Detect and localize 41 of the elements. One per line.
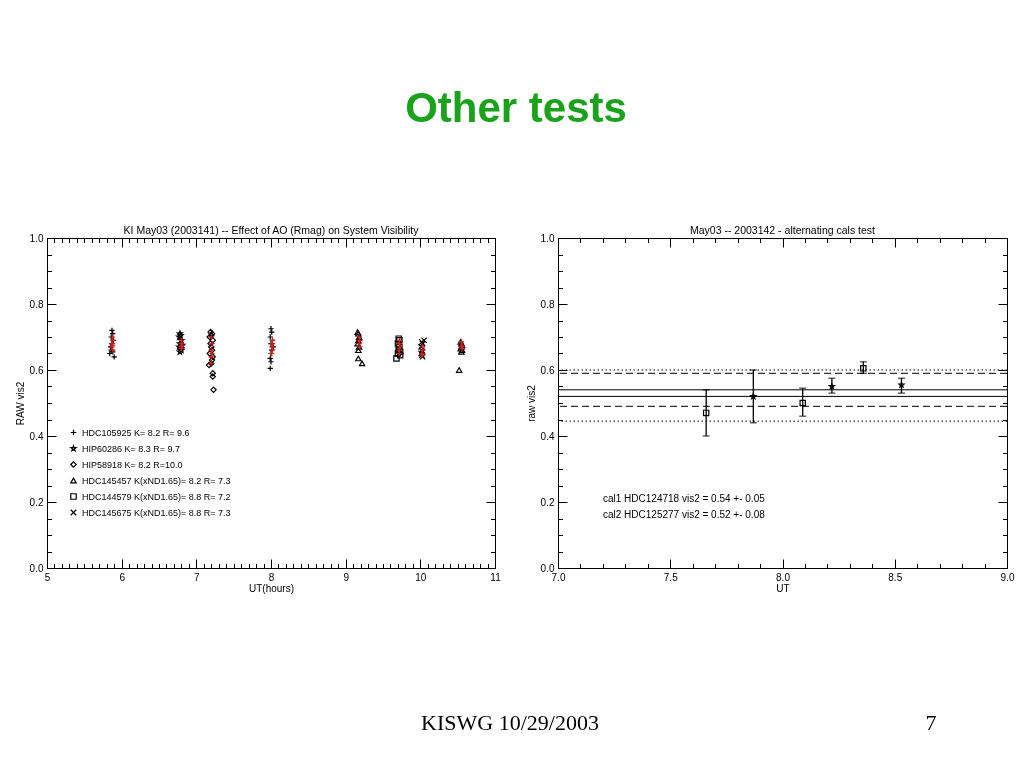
x-tick-label: 8: [268, 571, 275, 583]
y-tick-label: 0.6: [540, 364, 555, 376]
legend-label: HDC144579 K(xND1.65)= 8.8 R= 7.2: [82, 491, 231, 502]
legend-label: HDC105925 K= 8.2 R= 9.6: [82, 427, 190, 438]
y-tick-label: 0.4: [540, 430, 555, 442]
y-tick-label: 1.0: [540, 232, 555, 244]
x-tick-label: 11: [490, 571, 502, 583]
chart-title: KI May03 (2003141) -- Effect of AO (Rmag) on System Visibility: [123, 223, 420, 236]
legend-label: HIP60286 K= 8.3 R= 9.7: [82, 443, 181, 454]
y-tick-label: 0.2: [29, 496, 44, 508]
legend-label: HIP58918 K= 8.2 R=10.0: [82, 459, 183, 470]
y-tick-label: 0.6: [29, 364, 44, 376]
y-tick-label: 0.0: [540, 562, 555, 574]
x-tick-label: 5: [44, 571, 51, 583]
y-tick-label: 1.0: [29, 232, 44, 244]
x-tick-label: 9: [343, 571, 350, 583]
y-axis-title: RAW vis2: [14, 381, 26, 426]
x-tick-label: 7: [194, 571, 201, 583]
x-tick-label: 8.0: [776, 571, 791, 583]
x-axis-title: UT(hours): [248, 583, 295, 594]
y-tick-label: 0.0: [29, 562, 44, 574]
x-tick-label: 7.0: [551, 571, 566, 583]
x-tick-label: 6: [119, 571, 126, 583]
x-tick-label: 10: [415, 571, 427, 583]
y-tick-label: 0.2: [540, 496, 555, 508]
y-tick-label: 0.4: [29, 430, 44, 442]
text: KISWG 10/29/2003: [421, 710, 599, 736]
x-axis-title: UT: [776, 583, 790, 594]
x-tick-label: 9.0: [1000, 571, 1015, 583]
y-tick-label: 0.8: [540, 298, 555, 310]
text: Other tests: [405, 84, 627, 132]
y-axis-title: raw vis2: [525, 384, 537, 422]
text: 7: [925, 710, 937, 736]
annotation: cal2 HDC125277 vis2 = 0.52 +- 0.08: [603, 509, 766, 520]
legend-label: HDC145457 K(xND1.65)= 8.2 R= 7.3: [82, 475, 231, 486]
x-tick-label: 7.5: [663, 571, 679, 583]
x-tick-label: 8.5: [888, 571, 903, 583]
chart-title: May03 -- 2003142 - alternating cals test: [689, 223, 876, 236]
y-tick-label: 0.8: [29, 298, 44, 310]
annotation: cal1 HDC124718 vis2 = 0.54 +- 0.05: [603, 493, 766, 504]
legend-label: HDC145675 K(xND1.65)= 8.8 R= 7.3: [82, 507, 231, 518]
